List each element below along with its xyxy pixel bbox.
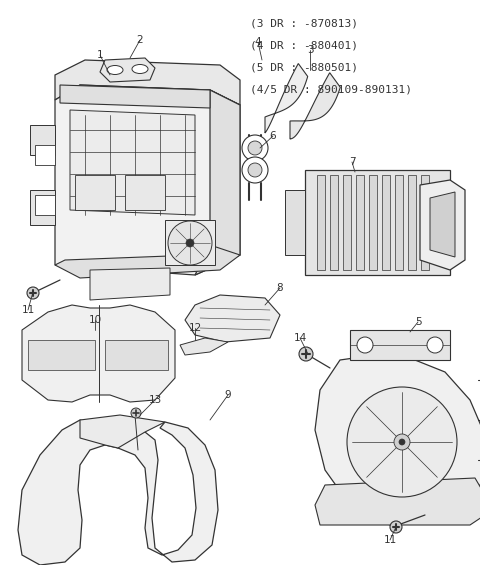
Polygon shape	[60, 85, 210, 108]
Circle shape	[186, 239, 194, 247]
Circle shape	[168, 221, 212, 265]
Polygon shape	[105, 340, 168, 370]
Text: 2: 2	[137, 35, 144, 45]
Circle shape	[347, 387, 457, 497]
Circle shape	[248, 163, 262, 177]
Polygon shape	[290, 73, 340, 139]
Polygon shape	[55, 85, 240, 275]
Text: 3: 3	[307, 45, 313, 55]
Polygon shape	[180, 338, 228, 355]
Text: 4: 4	[255, 37, 261, 47]
Polygon shape	[28, 340, 95, 370]
Polygon shape	[343, 175, 351, 270]
Polygon shape	[118, 422, 218, 562]
Text: 11: 11	[22, 305, 35, 315]
Polygon shape	[195, 90, 240, 275]
Polygon shape	[356, 175, 364, 270]
Polygon shape	[350, 330, 450, 360]
Polygon shape	[285, 190, 305, 255]
Circle shape	[357, 337, 373, 353]
Text: 11: 11	[384, 535, 396, 545]
Circle shape	[27, 287, 39, 299]
Circle shape	[242, 135, 268, 161]
Text: (4 DR : -880401): (4 DR : -880401)	[250, 40, 358, 50]
Polygon shape	[35, 145, 55, 165]
Circle shape	[390, 521, 402, 533]
Text: 9: 9	[225, 390, 231, 400]
Text: 12: 12	[188, 323, 202, 333]
Circle shape	[248, 141, 262, 155]
Polygon shape	[125, 175, 165, 210]
Text: 10: 10	[88, 315, 102, 325]
Circle shape	[399, 439, 405, 445]
Polygon shape	[395, 175, 403, 270]
Polygon shape	[55, 245, 240, 278]
Polygon shape	[22, 305, 175, 402]
Polygon shape	[30, 125, 55, 155]
Circle shape	[394, 434, 410, 450]
Polygon shape	[70, 110, 195, 215]
Polygon shape	[382, 175, 390, 270]
Polygon shape	[315, 478, 480, 525]
Ellipse shape	[107, 66, 123, 75]
Text: (3 DR : -870813): (3 DR : -870813)	[250, 18, 358, 28]
Circle shape	[131, 408, 141, 418]
Polygon shape	[35, 195, 55, 215]
Ellipse shape	[132, 64, 148, 73]
Text: 7: 7	[348, 157, 355, 167]
Polygon shape	[30, 190, 55, 225]
Polygon shape	[408, 175, 416, 270]
Polygon shape	[100, 58, 155, 82]
Text: 1: 1	[96, 50, 103, 60]
Text: 14: 14	[293, 333, 307, 343]
Circle shape	[242, 157, 268, 183]
Polygon shape	[369, 175, 377, 270]
Text: 13: 13	[148, 395, 162, 405]
Polygon shape	[165, 220, 215, 265]
Polygon shape	[185, 295, 280, 342]
Polygon shape	[420, 180, 465, 270]
Circle shape	[427, 337, 443, 353]
Polygon shape	[18, 420, 120, 565]
Text: 8: 8	[276, 283, 283, 293]
Polygon shape	[265, 63, 308, 133]
Polygon shape	[330, 175, 338, 270]
Text: (5 DR : -880501): (5 DR : -880501)	[250, 62, 358, 72]
Polygon shape	[305, 170, 450, 275]
Polygon shape	[317, 175, 325, 270]
Polygon shape	[80, 415, 165, 448]
Polygon shape	[90, 268, 170, 300]
Text: 6: 6	[270, 131, 276, 141]
Circle shape	[299, 347, 313, 361]
Polygon shape	[75, 175, 115, 210]
Text: 5: 5	[415, 317, 421, 327]
Polygon shape	[315, 355, 480, 525]
Polygon shape	[430, 192, 455, 257]
Polygon shape	[55, 60, 240, 105]
Polygon shape	[421, 175, 429, 270]
Text: (4/5 DR : 890109-890131): (4/5 DR : 890109-890131)	[250, 84, 412, 94]
